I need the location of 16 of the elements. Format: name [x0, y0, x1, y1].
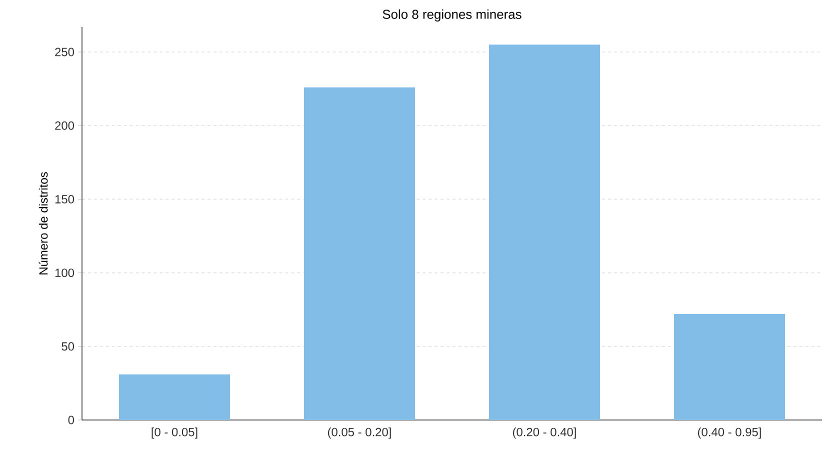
- y-tick-label: 250: [55, 48, 74, 56]
- chart-title: Solo 8 regiones mineras: [382, 9, 522, 22]
- bar: [304, 87, 416, 420]
- bar: [674, 314, 786, 420]
- bar: [119, 374, 230, 420]
- x-tick-label: (0.05 - 0.20]: [328, 428, 391, 439]
- x-tick-label: [0 - 0.05]: [152, 428, 198, 439]
- x-tick-label: (0.20 - 0.40]: [513, 428, 576, 439]
- y-tick-label: 50: [62, 342, 74, 351]
- y-tick-label: 150: [55, 194, 74, 204]
- x-tick-label: (0.40 - 0.95]: [698, 428, 761, 439]
- y-tick-label: 100: [55, 268, 74, 278]
- y-tick-label: 200: [55, 121, 74, 130]
- y-tick-label: 0: [68, 416, 74, 424]
- y-axis-title: Número de distritos: [38, 172, 48, 274]
- bar: [489, 44, 600, 420]
